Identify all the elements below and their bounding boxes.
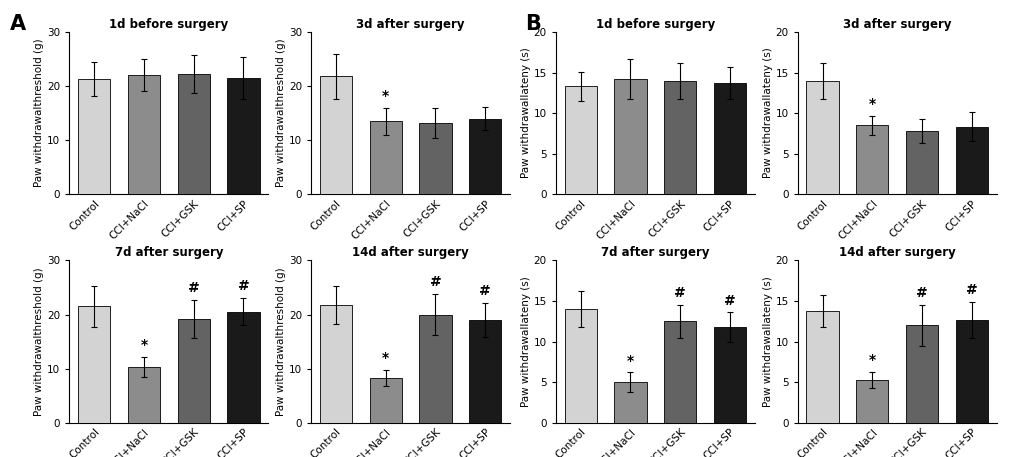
Y-axis label: Paw withdrawalthreshold (g): Paw withdrawalthreshold (g)	[276, 39, 286, 187]
Bar	[227, 78, 259, 194]
Text: *: *	[382, 351, 389, 365]
Bar	[663, 321, 696, 423]
Bar	[469, 118, 500, 194]
Text: *: *	[627, 354, 634, 367]
Y-axis label: Paw withdrawallateny (s): Paw withdrawallateny (s)	[521, 276, 530, 407]
Title: 3d after surgery: 3d after surgery	[842, 18, 951, 31]
Bar	[955, 320, 986, 423]
Bar	[613, 79, 646, 194]
Bar	[469, 320, 500, 423]
Bar	[565, 86, 596, 194]
Text: #: #	[187, 281, 200, 295]
Text: #: #	[429, 275, 441, 289]
Title: 1d before surgery: 1d before surgery	[595, 18, 714, 31]
Title: 14d after surgery: 14d after surgery	[838, 246, 955, 259]
Text: *: *	[868, 353, 875, 367]
Y-axis label: Paw withdrawallateny (s): Paw withdrawallateny (s)	[521, 48, 530, 179]
Title: 14d after surgery: 14d after surgery	[352, 246, 469, 259]
Text: *: *	[382, 89, 389, 103]
Y-axis label: Paw withdrawallateny (s): Paw withdrawallateny (s)	[762, 276, 771, 407]
Y-axis label: Paw withdrawalthreshold (g): Paw withdrawalthreshold (g)	[35, 39, 45, 187]
Bar	[369, 378, 401, 423]
Title: 7d after surgery: 7d after surgery	[114, 246, 223, 259]
Bar	[419, 314, 451, 423]
Bar	[419, 123, 451, 194]
Bar	[127, 75, 160, 194]
Text: #: #	[479, 284, 490, 298]
Text: #: #	[237, 280, 249, 293]
Text: *: *	[141, 339, 148, 352]
Text: B: B	[525, 14, 541, 34]
Bar	[855, 125, 888, 194]
Bar	[955, 127, 986, 194]
Y-axis label: Paw withdrawalthreshold (g): Paw withdrawalthreshold (g)	[35, 267, 45, 416]
Text: #: #	[965, 283, 976, 297]
Bar	[905, 325, 937, 423]
Bar	[127, 367, 160, 423]
Bar	[78, 307, 110, 423]
Bar	[369, 121, 401, 194]
Bar	[320, 76, 352, 194]
Bar	[613, 382, 646, 423]
Bar	[565, 309, 596, 423]
Title: 3d after surgery: 3d after surgery	[356, 18, 465, 31]
Bar	[905, 131, 937, 194]
Bar	[713, 83, 745, 194]
Bar	[177, 319, 210, 423]
Bar	[855, 380, 888, 423]
Text: #: #	[723, 293, 735, 308]
Bar	[320, 305, 352, 423]
Bar	[806, 311, 838, 423]
Text: *: *	[868, 97, 875, 111]
Text: #: #	[915, 286, 927, 300]
Text: #: #	[674, 286, 686, 300]
Y-axis label: Paw withdrawalthreshold (g): Paw withdrawalthreshold (g)	[276, 267, 286, 416]
Bar	[713, 327, 745, 423]
Y-axis label: Paw withdrawallateny (s): Paw withdrawallateny (s)	[762, 48, 771, 179]
Text: A: A	[10, 14, 26, 34]
Bar	[177, 74, 210, 194]
Bar	[78, 79, 110, 194]
Bar	[663, 81, 696, 194]
Title: 1d before surgery: 1d before surgery	[109, 18, 228, 31]
Bar	[227, 312, 259, 423]
Title: 7d after surgery: 7d after surgery	[600, 246, 709, 259]
Bar	[806, 81, 838, 194]
